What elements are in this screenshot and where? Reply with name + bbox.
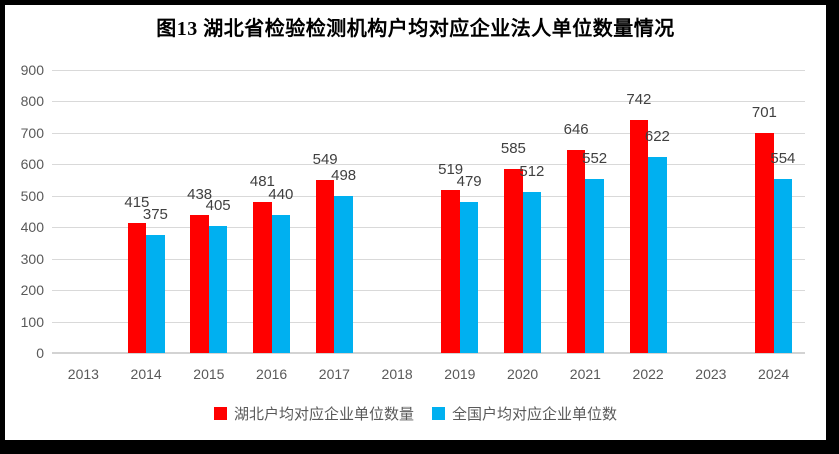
bar-value-label: 415 (124, 193, 150, 211)
legend-swatch-hubei (213, 407, 227, 420)
legend-item-national: 全国户均对应企业单位数 (432, 403, 617, 424)
bar-national-2019 (459, 202, 479, 353)
bar-national-2015 (208, 225, 228, 353)
bar-national-2016 (271, 214, 291, 353)
x-axis-tick-label: 2020 (507, 366, 539, 382)
plot-area: 415 438 481 549 519 585 646 742 701 375 405 440 498 4… (52, 70, 805, 354)
gridline (52, 195, 805, 197)
gridline (52, 290, 805, 292)
gridline (52, 70, 805, 71)
bar-hubei-2021 (566, 149, 586, 353)
x-axis-line (52, 352, 805, 354)
bar-hubei-2014 (127, 222, 147, 353)
x-axis-tick-label: 2018 (381, 366, 413, 382)
bar-value-label: 622 (644, 128, 670, 146)
bar-hubei-2017 (315, 180, 335, 353)
x-axis-tick-label: 2014 (130, 366, 162, 382)
bar-value-label: 479 (456, 173, 482, 191)
bar-national-2021 (585, 179, 604, 353)
x-axis-tick-label: 2017 (318, 366, 350, 382)
y-axis-tick-label: 0 (36, 345, 44, 361)
gridline (52, 132, 805, 134)
y-axis-tick-label: 400 (20, 219, 44, 236)
y-axis-tick-label: 200 (20, 282, 44, 299)
bar-value-label: 646 (563, 120, 589, 138)
bar-value-label: 438 (187, 186, 213, 204)
x-axis-tick-label: 2019 (444, 366, 476, 382)
y-axis-tick-label: 600 (20, 156, 44, 173)
y-axis-tick-label: 800 (20, 93, 44, 110)
bar-hubei-2016 (253, 201, 272, 353)
y-axis-tick-label: 300 (20, 250, 44, 267)
gridline (52, 227, 805, 229)
gridline (52, 258, 805, 260)
bar-hubei-2020 (504, 169, 523, 353)
y-axis-tick-label: 500 (20, 187, 44, 204)
legend-swatch-national (432, 407, 445, 420)
bar-value-label: 512 (519, 163, 545, 181)
bar-hubei-2024 (755, 132, 774, 353)
bar-national-2020 (522, 192, 542, 353)
bar-value-label: 552 (582, 150, 608, 168)
legend-label-national: 全国户均对应企业单位数 (452, 406, 618, 423)
y-axis-tick-label: 100 (20, 313, 44, 330)
bar-value-label: 375 (142, 206, 168, 224)
legend-label-hubei: 湖北户均对应企业单位数量 (233, 406, 414, 423)
bar-national-2022 (648, 157, 667, 353)
x-axis-tick-label: 2015 (193, 366, 225, 382)
bar-value-label: 701 (751, 103, 777, 121)
x-axis-tick-label: 2021 (569, 366, 601, 382)
bar-value-label: 481 (249, 172, 275, 190)
bar-value-label: 405 (205, 196, 231, 214)
bar-national-2017 (334, 196, 353, 353)
bar-value-label: 549 (312, 151, 338, 169)
x-axis-tick-label: 2023 (695, 366, 727, 382)
x-axis-tick-label: 2016 (256, 366, 288, 382)
x-axis-tick-label: 2022 (632, 366, 664, 382)
legend-item-hubei: 湖北户均对应企业单位数量 (213, 403, 414, 424)
gridline (52, 164, 805, 166)
bar-hubei-2015 (190, 215, 209, 353)
chart-title: 图13 湖北省检验检测机构户均对应企业法人单位数量情况 (156, 18, 675, 40)
chart-background: 图13 湖北省检验检测机构户均对应企业法人单位数量情况 415 438 481 549… (5, 5, 826, 440)
bar-hubei-2019 (441, 189, 460, 353)
bar-value-label: 498 (331, 167, 357, 185)
x-axis-tick-label: 2013 (67, 366, 99, 382)
x-axis-tick-label: 2024 (758, 366, 790, 382)
bar-value-label: 440 (268, 185, 294, 203)
bar-national-2014 (146, 235, 165, 353)
bar-value-label: 554 (770, 149, 796, 167)
legend: 湖北户均对应企业单位数量 全国户均对应企业单位数 (5, 403, 826, 424)
bar-value-label: 519 (438, 160, 464, 178)
y-axis-tick-label: 700 (20, 124, 44, 141)
gridline (52, 321, 805, 323)
y-axis-tick-label: 900 (20, 62, 44, 78)
bar-national-2024 (773, 178, 793, 353)
bar-value-label: 742 (626, 90, 652, 108)
bar-value-label: 585 (500, 140, 526, 158)
gridline (52, 101, 805, 103)
bar-hubei-2022 (629, 119, 649, 353)
